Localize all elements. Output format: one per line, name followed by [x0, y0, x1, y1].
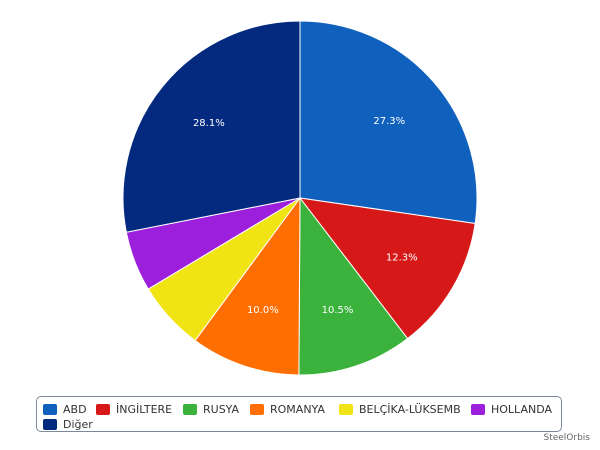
pie-slices — [122, 20, 478, 376]
legend-label: İNGİLTERE — [116, 402, 173, 416]
pie-slice-2[interactable] — [298, 197, 409, 376]
slice-value-label-6: 28.1% — [193, 118, 225, 129]
legend-swatch — [43, 403, 57, 415]
slice-value-label-2: 10.5% — [322, 305, 354, 316]
legend-item-romanya[interactable]: ROMANYA — [250, 402, 325, 416]
pie-data-labels: 27.3% 12.3% 10.5% 10.0% 28.1% — [193, 116, 418, 316]
legend-swatch — [250, 403, 264, 415]
pie-slice-1[interactable] — [299, 197, 476, 340]
legend-item-hollanda[interactable]: HOLLANDA — [471, 402, 552, 416]
legend-item-abd[interactable]: ABD — [43, 402, 87, 416]
legend-swatch — [471, 403, 485, 415]
legend-label: ABD — [63, 402, 87, 416]
pie-slice-3[interactable] — [194, 197, 301, 376]
legend-swatch — [339, 403, 353, 415]
slice-value-label-0: 27.3% — [373, 116, 405, 127]
legend-swatch — [183, 403, 197, 415]
legend-item-belcika-luksemb[interactable]: BELÇİKA-LÜKSEMB — [339, 402, 461, 416]
slice-value-label-3: 10.0% — [247, 305, 279, 316]
legend-item-ingiltere[interactable]: İNGİLTERE — [96, 402, 172, 416]
legend-item-diger[interactable]: Diğer — [43, 417, 93, 431]
legend-swatch — [43, 418, 57, 430]
legend-item-rusya[interactable]: RUSYA — [183, 402, 239, 416]
pie-slice-0[interactable] — [299, 20, 478, 224]
legend-swatch — [96, 403, 110, 415]
slice-value-label-1: 12.3% — [386, 253, 418, 264]
legend-label: ROMANYA — [270, 402, 325, 416]
legend-label: Diğer — [63, 417, 93, 431]
chart-legend: ABD İNGİLTERE RUSYA ROMANYA BELÇİKA-LÜKS… — [36, 396, 562, 432]
legend-label: BELÇİKA-LÜKSEMB — [359, 402, 461, 416]
watermark: SteelOrbis — [543, 433, 590, 443]
legend-label: RUSYA — [203, 402, 240, 416]
legend-label: HOLLANDA — [491, 402, 552, 416]
pie-slice-6[interactable] — [122, 20, 301, 233]
